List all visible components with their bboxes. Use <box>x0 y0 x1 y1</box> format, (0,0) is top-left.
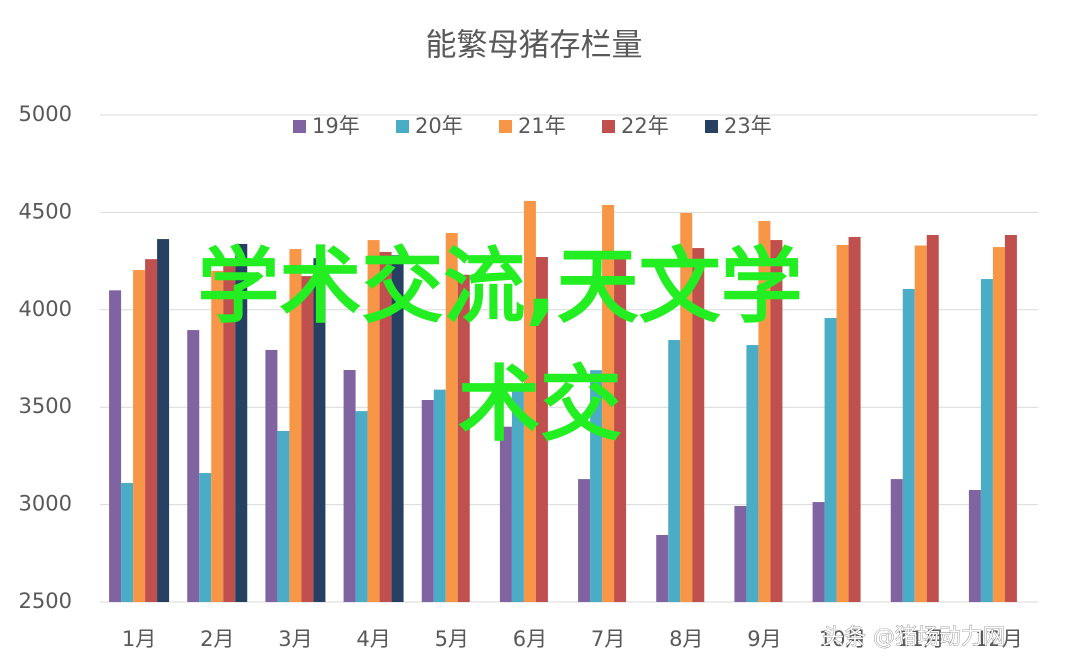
overlay-text: 术交 <box>458 357 622 452</box>
bar <box>235 243 248 603</box>
x-tick-label: 2月 <box>200 627 234 651</box>
y-tick-label: 4000 <box>19 297 72 321</box>
legend-swatch <box>602 120 615 133</box>
bar <box>590 370 603 602</box>
bar <box>902 288 915 602</box>
bar <box>379 251 392 602</box>
bar <box>367 240 380 603</box>
bar <box>523 200 536 602</box>
y-tick-label: 3000 <box>19 492 72 516</box>
bar <box>614 255 627 603</box>
bar <box>758 220 771 603</box>
bar <box>535 257 548 602</box>
bar <box>668 339 681 602</box>
legend-label: 21年 <box>518 114 566 138</box>
bar <box>926 234 939 602</box>
bar <box>602 204 615 602</box>
y-tick-label: 4500 <box>19 199 72 223</box>
x-tick-label: 9月 <box>747 627 781 651</box>
bar <box>812 502 825 602</box>
bar <box>355 411 368 602</box>
x-tick-label: 3月 <box>278 627 312 651</box>
bar <box>313 258 326 602</box>
bar <box>578 479 591 602</box>
bar <box>914 245 927 603</box>
bar <box>692 248 705 602</box>
bar <box>187 330 200 602</box>
x-tick-label: 12月 <box>975 627 1023 651</box>
bar <box>734 505 747 602</box>
bar <box>133 270 146 602</box>
bar <box>109 290 122 602</box>
legend-label: 22年 <box>621 114 669 138</box>
x-tick-label: 11月 <box>897 627 945 651</box>
x-tick-label: 6月 <box>513 627 547 651</box>
chart-title: 能繁母猪存栏量 <box>426 28 643 64</box>
bar <box>121 482 134 602</box>
bar <box>968 489 981 602</box>
bar <box>445 233 458 602</box>
bar <box>457 274 470 602</box>
bar <box>836 244 849 603</box>
bar <box>343 369 356 602</box>
bar <box>680 212 693 602</box>
x-tick-label: 1月 <box>122 627 156 651</box>
bar <box>289 249 302 602</box>
bar <box>223 260 236 602</box>
legend-swatch <box>499 120 512 133</box>
bar <box>277 430 290 602</box>
bar <box>770 240 783 603</box>
bar <box>992 247 1005 602</box>
overlay-text: 学术交流,天文学 <box>197 239 802 334</box>
bar <box>265 349 278 602</box>
x-tick-label: 7月 <box>591 627 625 651</box>
x-tick-label: 8月 <box>669 627 703 651</box>
x-tick-label: 4月 <box>356 627 390 651</box>
bar <box>157 239 170 603</box>
bar <box>391 255 404 603</box>
bar <box>848 236 861 602</box>
bar <box>824 317 837 602</box>
y-tick-label: 2500 <box>19 589 72 613</box>
x-tick-label: 5月 <box>435 627 469 651</box>
bar <box>433 389 446 602</box>
y-tick-label: 3500 <box>19 394 72 418</box>
bar <box>656 534 669 602</box>
watermark: 头条 @猪场动力网 <box>822 625 1005 650</box>
bar <box>511 389 524 602</box>
legend-swatch <box>705 120 718 133</box>
legend-label: 23年 <box>724 114 772 138</box>
bar <box>980 279 993 602</box>
bar <box>1004 234 1017 602</box>
legend-swatch <box>293 120 306 133</box>
bar <box>890 479 903 602</box>
legend-label: 20年 <box>415 114 463 138</box>
bar <box>211 270 224 602</box>
legend-swatch <box>396 120 409 133</box>
bar <box>199 473 212 602</box>
bar <box>499 426 512 602</box>
bar <box>301 276 314 602</box>
bar <box>145 259 158 602</box>
bar <box>746 345 759 602</box>
y-tick-label: 5000 <box>19 102 72 126</box>
x-tick-label: 10月 <box>819 627 867 651</box>
legend-label: 19年 <box>312 114 360 138</box>
bar <box>421 399 434 602</box>
